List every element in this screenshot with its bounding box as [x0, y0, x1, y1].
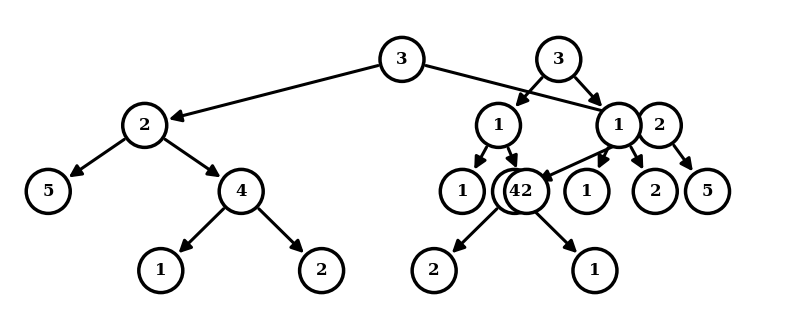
Text: 3: 3	[552, 51, 564, 68]
Text: 1: 1	[581, 183, 592, 200]
Text: 5: 5	[43, 183, 54, 200]
Ellipse shape	[412, 248, 455, 293]
Ellipse shape	[300, 248, 343, 293]
Ellipse shape	[573, 248, 616, 293]
Ellipse shape	[492, 169, 536, 214]
Ellipse shape	[476, 103, 520, 148]
Ellipse shape	[26, 169, 70, 214]
Text: 2: 2	[316, 262, 327, 279]
Text: 1: 1	[456, 183, 467, 200]
Ellipse shape	[565, 169, 608, 214]
Ellipse shape	[504, 169, 548, 214]
Text: 4: 4	[235, 183, 247, 200]
Ellipse shape	[637, 103, 680, 148]
Text: 1: 1	[613, 117, 624, 134]
Text: 1: 1	[589, 262, 600, 279]
Text: 2: 2	[649, 183, 660, 200]
Text: 5: 5	[701, 183, 712, 200]
Ellipse shape	[597, 103, 640, 148]
Ellipse shape	[139, 248, 182, 293]
Ellipse shape	[633, 169, 676, 214]
Ellipse shape	[219, 169, 263, 214]
Ellipse shape	[380, 37, 423, 82]
Text: 3: 3	[396, 51, 407, 68]
Ellipse shape	[685, 169, 728, 214]
Ellipse shape	[123, 103, 166, 148]
Text: 4: 4	[508, 183, 520, 200]
Ellipse shape	[536, 37, 580, 82]
Text: 1: 1	[155, 262, 166, 279]
Text: 1: 1	[492, 117, 503, 134]
Text: 2: 2	[139, 117, 150, 134]
Text: 2: 2	[653, 117, 664, 134]
Text: 2: 2	[520, 183, 532, 200]
Ellipse shape	[440, 169, 483, 214]
Text: 2: 2	[428, 262, 439, 279]
